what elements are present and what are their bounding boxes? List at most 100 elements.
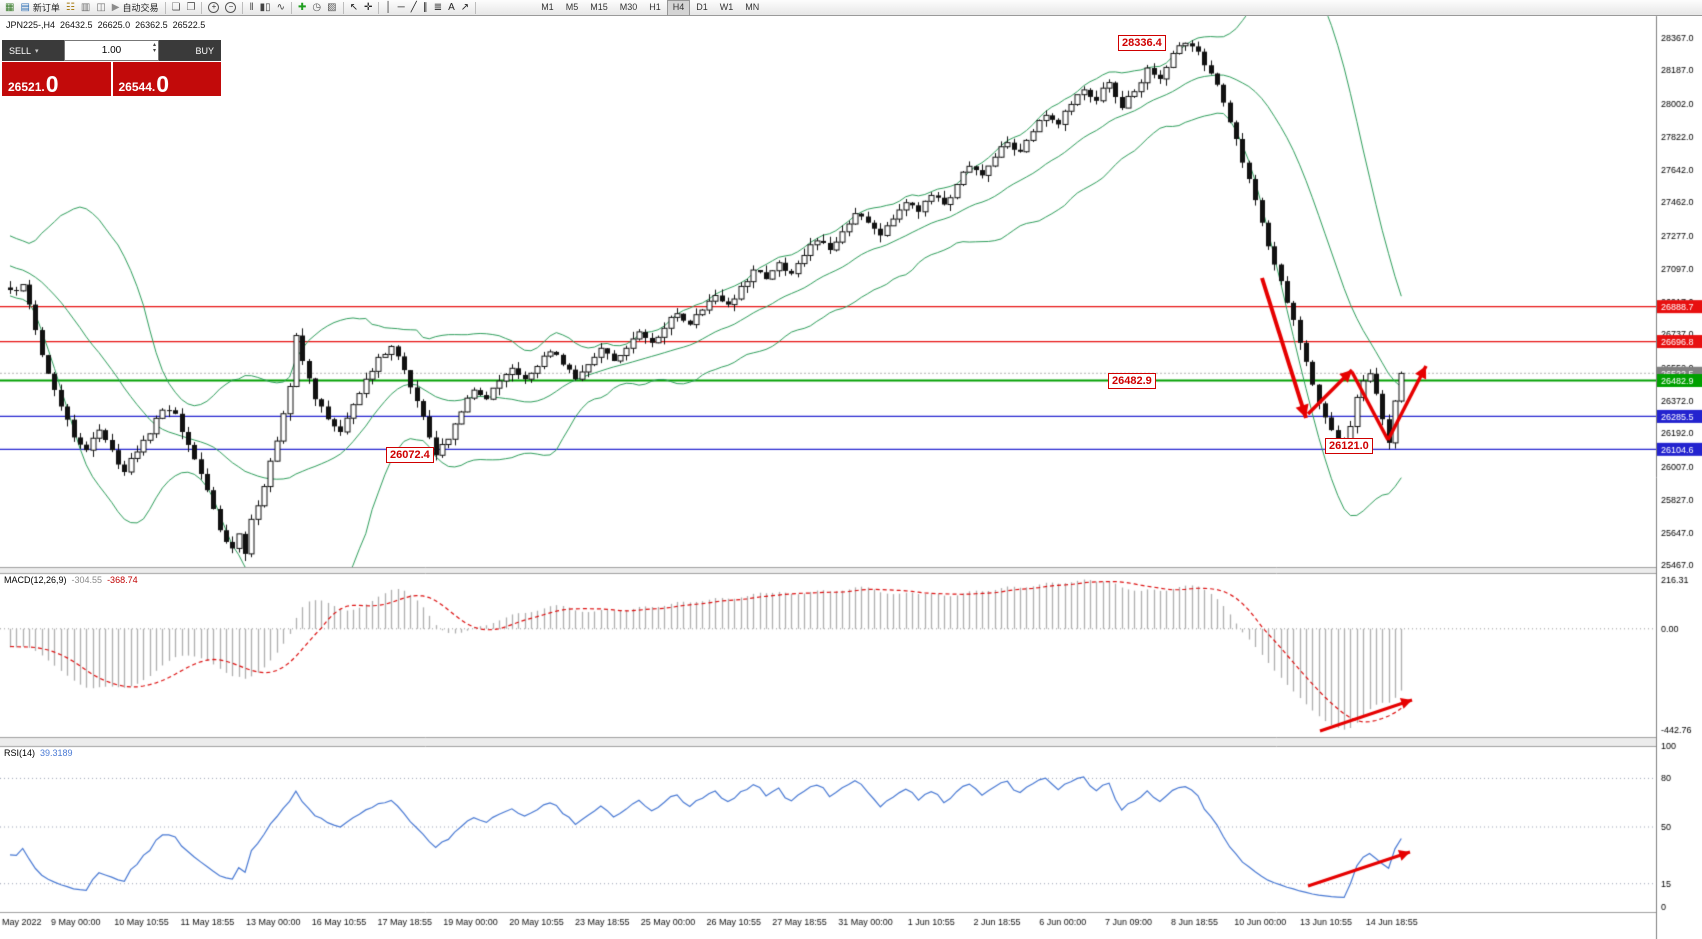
- horizontal-line-button[interactable]: ─: [395, 1, 408, 15]
- timeframe-m30-button[interactable]: M30: [619, 1, 638, 12]
- buy-price[interactable]: 26544. 0: [112, 62, 221, 97]
- volume-stepper[interactable]: ▴ ▾: [153, 42, 156, 54]
- text-icon: A: [448, 1, 455, 13]
- may-low-price-label[interactable]: 26072.4: [386, 447, 434, 464]
- rsi-value: 39.3189: [40, 748, 73, 758]
- text-button[interactable]: A: [445, 1, 458, 15]
- zoom-out-button[interactable]: −: [222, 1, 239, 15]
- toolbar-separator: [342, 1, 344, 14]
- crosshair-button[interactable]: ✛: [361, 1, 375, 15]
- buy-button[interactable]: BUY: [159, 40, 221, 61]
- indicators-icon: ✚: [298, 1, 307, 13]
- navigator-icon: ◫: [96, 1, 106, 13]
- line-chart-icon: ∿: [276, 1, 285, 13]
- macd-indicator-label: MACD(12,26,9) -304.55 -368.74: [4, 575, 143, 585]
- june-low-price-label[interactable]: 26121.0: [1325, 438, 1373, 455]
- bar-chart-icon: ‖: [249, 1, 254, 13]
- toolbar-separator: [378, 1, 380, 14]
- new-chart-button[interactable]: ▦: [2, 1, 17, 15]
- chart-low-value: 26362.5: [135, 20, 168, 30]
- macd-signal-value: -368.74: [107, 575, 138, 585]
- timeframe-d1-button[interactable]: D1: [696, 1, 708, 12]
- cascade-windows-icon: ❐: [186, 1, 196, 13]
- macd-main-value: -304.55: [71, 575, 103, 585]
- stepper-up-icon[interactable]: ▴: [152, 42, 156, 48]
- peak-price-label[interactable]: 28336.4: [1118, 35, 1166, 52]
- chart-ohlc-label: JPN225-,H4 26432.5 26625.0 26362.5 26522.5: [6, 20, 210, 30]
- timeframe-mn-button[interactable]: MN: [745, 1, 760, 12]
- market-watch-icon: ☷: [65, 1, 75, 13]
- rsi-indicator-label: RSI(14) 39.3189: [4, 748, 78, 758]
- data-window-icon: ▥: [80, 1, 91, 13]
- line-chart-button[interactable]: ∿: [274, 1, 288, 15]
- timeframe-m5-button[interactable]: M5: [565, 1, 579, 12]
- chevron-down-icon: ▾: [35, 47, 39, 55]
- tile-windows-button[interactable]: ❏: [169, 1, 184, 15]
- buy-price-big-digit: 0: [156, 71, 169, 97]
- chart-high-value: 26625.0: [97, 20, 131, 30]
- zoom-in-button[interactable]: +: [205, 1, 222, 15]
- autotrading-icon: ▶: [111, 1, 120, 13]
- toolbar-separator: [242, 1, 244, 14]
- candlestick-chart-icon: ▮▯: [259, 1, 271, 13]
- buy-button-label: BUY: [195, 45, 214, 56]
- chart-open-value: 26432.5: [60, 20, 93, 30]
- cursor-icon: ↖: [349, 1, 358, 13]
- new-order-button-label: 新订单: [32, 3, 60, 13]
- buy-price-main: 26544.: [118, 80, 156, 94]
- timeframe-m1-button[interactable]: M1: [541, 1, 554, 12]
- sell-price[interactable]: 26521. 0: [2, 62, 111, 96]
- zoom-out-icon: −: [225, 2, 237, 13]
- volume-input[interactable]: 1.00 ▴ ▾: [64, 40, 159, 61]
- trendline-icon: ╱: [410, 1, 417, 13]
- periods-button[interactable]: ◷: [309, 1, 324, 15]
- sell-button-label: SELL: [9, 45, 32, 56]
- data-window-button[interactable]: ▥: [78, 1, 93, 15]
- support-price-label[interactable]: 26482.9: [1108, 372, 1156, 389]
- channel-icon: ∥: [422, 1, 428, 13]
- bar-chart-button[interactable]: ‖: [246, 1, 256, 15]
- new-order-icon: ▤: [20, 1, 30, 13]
- navigator-button[interactable]: ◫: [93, 1, 108, 15]
- timeframe-m15-button[interactable]: M15: [590, 1, 608, 12]
- main-toolbar: ▦ ▤ 新订单 ☷ ▥ ◫ ▶ 自动交易 ❏ ❐ + − ‖ ▮▯ ∿ ✚ ◷ ▨ ↖ ✛ │ ─ ╱ ∥ ≣ A ↗ M1 M5 M15…: [0, 0, 1702, 16]
- one-click-trading-widget: SELL ▾ 1.00 ▴ ▾ BUY 26521. 0 26544. 0: [2, 40, 221, 96]
- cascade-windows-button[interactable]: ❐: [183, 1, 198, 15]
- indicators-button[interactable]: ✚: [295, 1, 309, 15]
- rsi-title: RSI(14): [4, 748, 36, 758]
- sell-button[interactable]: SELL ▾: [2, 40, 64, 61]
- cursor-button[interactable]: ↖: [347, 1, 361, 15]
- macd-title: MACD(12,26,9): [4, 575, 67, 585]
- zoom-in-icon: +: [208, 2, 220, 13]
- timeframe-h1-button[interactable]: H1: [649, 1, 661, 12]
- timeframe-h4-button[interactable]: H4: [666, 0, 691, 16]
- new-order-button[interactable]: ▤ 新订单: [17, 1, 62, 15]
- crosshair-icon: ✛: [363, 1, 373, 13]
- autotrading-button[interactable]: ▶ 自动交易: [109, 1, 162, 15]
- arrows-button[interactable]: ↗: [458, 1, 472, 15]
- chart-symbol-period: JPN225-,H4: [6, 20, 56, 30]
- candlestick-chart-button[interactable]: ▮▯: [257, 1, 274, 15]
- volume-value: 1.00: [101, 45, 122, 56]
- tile-windows-icon: ❏: [171, 1, 181, 13]
- trendline-button[interactable]: ╱: [408, 1, 420, 15]
- horizontal-line-icon: ─: [397, 1, 405, 13]
- channel-button[interactable]: ∥: [420, 1, 431, 15]
- vertical-line-button[interactable]: │: [382, 1, 394, 15]
- new-chart-icon: ▦: [5, 1, 15, 13]
- toolbar-separator: [201, 1, 203, 14]
- periods-icon: ◷: [312, 1, 322, 13]
- stepper-down-icon[interactable]: ▾: [152, 48, 156, 54]
- templates-icon: ▨: [327, 1, 337, 13]
- toolbar-separator: [164, 1, 166, 14]
- fibonacci-button[interactable]: ≣: [431, 1, 445, 15]
- timeframe-w1-button[interactable]: W1: [719, 1, 734, 12]
- toolbar-separator: [291, 1, 292, 14]
- arrows-icon: ↗: [460, 1, 470, 13]
- templates-button[interactable]: ▨: [324, 1, 339, 15]
- toolbar-separator: [475, 1, 477, 14]
- market-watch-button[interactable]: ☷: [63, 1, 78, 15]
- vertical-line-icon: │: [385, 1, 392, 13]
